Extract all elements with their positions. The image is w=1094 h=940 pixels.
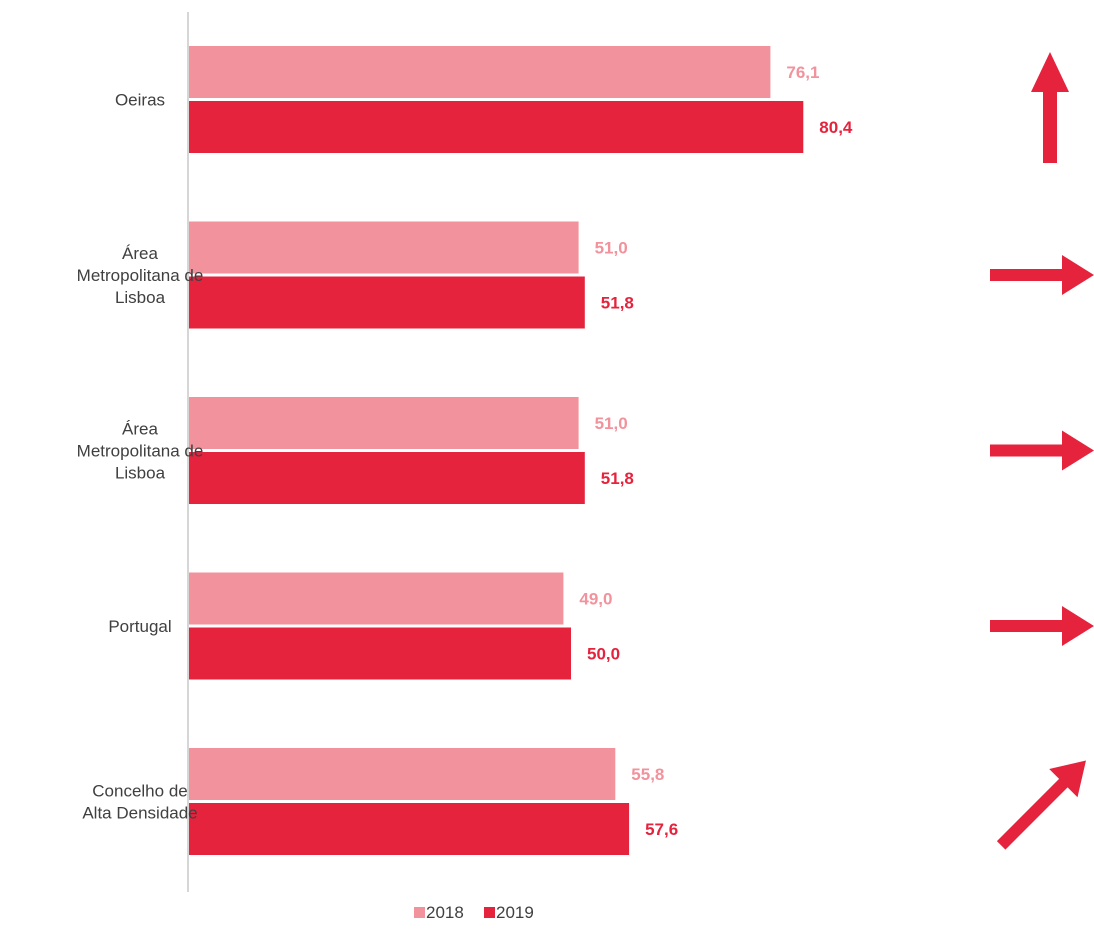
category-label-line: Metropolitana de bbox=[77, 266, 204, 285]
category-label-line: Oeiras bbox=[115, 91, 165, 110]
legend-item: 2018 bbox=[414, 903, 464, 922]
category-label-line: Alta Densidade bbox=[82, 804, 197, 823]
data-label-2019: 51,8 bbox=[601, 294, 634, 313]
legend-label: 2019 bbox=[496, 903, 534, 922]
category-label-line: Lisboa bbox=[115, 288, 166, 307]
data-label-2019: 80,4 bbox=[819, 118, 853, 137]
category-label: Área Metropolitana de Lisboa bbox=[77, 420, 204, 483]
arrow-up-icon bbox=[1031, 52, 1069, 163]
bar-2018 bbox=[189, 221, 579, 274]
bar-2018 bbox=[189, 397, 579, 449]
bar-2019 bbox=[189, 803, 630, 855]
data-label-2018: 76,1 bbox=[786, 63, 819, 82]
data-label-2019: 50,0 bbox=[587, 645, 620, 664]
legend-label: 2018 bbox=[426, 903, 464, 922]
bar-2019 bbox=[189, 276, 585, 329]
category-label: Concelho de Alta Densidade bbox=[82, 782, 197, 823]
category-label: Portugal bbox=[108, 617, 171, 636]
bar-2018 bbox=[189, 748, 616, 800]
arrow-right-icon bbox=[990, 430, 1094, 471]
data-label-2018: 51,0 bbox=[595, 239, 628, 258]
category-label: Oeiras bbox=[115, 91, 165, 110]
bars-layer bbox=[189, 46, 804, 855]
data-label-2018: 55,8 bbox=[631, 765, 664, 784]
data-label-2019: 51,8 bbox=[601, 469, 634, 488]
legend-item: 2019 bbox=[484, 903, 534, 922]
category-label-line: Área bbox=[122, 244, 158, 263]
arrow-right-icon bbox=[990, 606, 1094, 646]
data-label-2019: 57,6 bbox=[645, 820, 678, 839]
bar-2018 bbox=[189, 46, 771, 98]
trend-arrows-layer bbox=[990, 52, 1094, 850]
category-label-line: Lisboa bbox=[115, 464, 166, 483]
category-label-line: Metropolitana de bbox=[77, 442, 204, 461]
bar-2019 bbox=[189, 627, 571, 680]
category-label-line: Área bbox=[122, 420, 158, 439]
arrow-right-icon bbox=[990, 255, 1094, 295]
legend: 2018 2019 bbox=[414, 903, 534, 922]
legend-swatch bbox=[484, 907, 495, 918]
category-label: Área Metropolitana de Lisboa bbox=[77, 244, 204, 307]
legend-swatch bbox=[414, 907, 425, 918]
bar-2019 bbox=[189, 101, 804, 153]
arrow-up-right-icon bbox=[996, 760, 1086, 850]
bar-2018 bbox=[189, 572, 564, 625]
labels-layer: Oeiras 76,1 80,4 Área Metropolitana de Lisboa… bbox=[77, 63, 853, 839]
category-label-line: Portugal bbox=[108, 617, 171, 636]
data-label-2018: 51,0 bbox=[595, 414, 628, 433]
category-label-line: Concelho de bbox=[92, 782, 187, 801]
data-label-2018: 49,0 bbox=[579, 590, 612, 609]
bar-2019 bbox=[189, 452, 585, 504]
